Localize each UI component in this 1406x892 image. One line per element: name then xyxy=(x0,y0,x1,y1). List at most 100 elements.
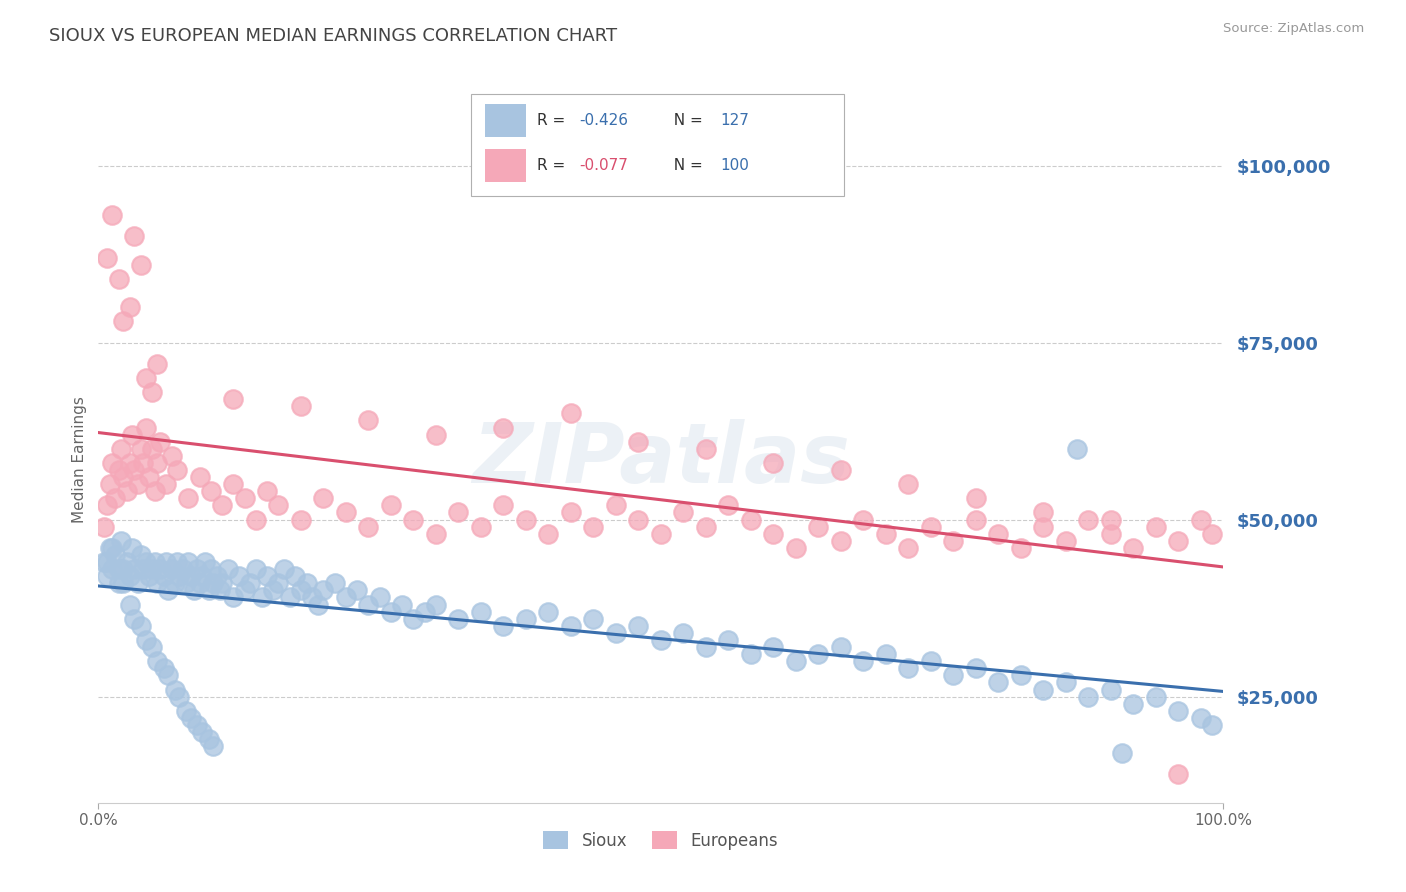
Point xyxy=(135,555,157,569)
Point xyxy=(852,512,875,526)
Point xyxy=(762,456,785,470)
Point xyxy=(222,591,245,605)
Point xyxy=(1201,526,1223,541)
Point xyxy=(717,499,740,513)
Point xyxy=(1077,512,1099,526)
Point xyxy=(121,541,143,555)
Point xyxy=(1122,697,1144,711)
Point xyxy=(138,470,160,484)
Point xyxy=(1066,442,1088,456)
Point xyxy=(177,555,200,569)
Point xyxy=(96,499,118,513)
Point xyxy=(250,591,273,605)
Point xyxy=(492,499,515,513)
Point xyxy=(987,526,1010,541)
Point xyxy=(191,725,214,739)
Point xyxy=(138,569,160,583)
Point xyxy=(101,208,124,222)
Point xyxy=(135,420,157,434)
Point xyxy=(582,612,605,626)
Point xyxy=(127,477,149,491)
Point xyxy=(233,491,256,506)
Point xyxy=(149,562,172,576)
Point xyxy=(112,562,135,576)
Point xyxy=(560,406,582,420)
Point xyxy=(965,491,987,506)
Point xyxy=(875,526,897,541)
Point xyxy=(1111,746,1133,760)
Point xyxy=(217,562,239,576)
Point xyxy=(560,506,582,520)
Point xyxy=(129,442,152,456)
Text: SIOUX VS EUROPEAN MEDIAN EARNINGS CORRELATION CHART: SIOUX VS EUROPEAN MEDIAN EARNINGS CORREL… xyxy=(49,27,617,45)
Point xyxy=(413,605,436,619)
Point xyxy=(740,647,762,661)
Point xyxy=(152,661,174,675)
Point xyxy=(942,668,965,682)
Point xyxy=(425,598,447,612)
Point xyxy=(112,314,135,328)
Point xyxy=(124,612,146,626)
Point xyxy=(166,463,188,477)
Point xyxy=(239,576,262,591)
Point xyxy=(211,499,233,513)
Point xyxy=(380,605,402,619)
Point xyxy=(118,456,141,470)
Text: Source: ZipAtlas.com: Source: ZipAtlas.com xyxy=(1223,22,1364,36)
Point xyxy=(191,569,214,583)
Point xyxy=(447,506,470,520)
Point xyxy=(129,258,152,272)
Point xyxy=(124,463,146,477)
Point xyxy=(515,612,537,626)
Text: ZIPatlas: ZIPatlas xyxy=(472,419,849,500)
Point xyxy=(98,477,121,491)
Point xyxy=(605,625,627,640)
Point xyxy=(146,456,169,470)
Point xyxy=(1032,506,1054,520)
Point xyxy=(1099,526,1122,541)
Point xyxy=(672,506,695,520)
Text: 127: 127 xyxy=(720,113,749,128)
Point xyxy=(132,562,155,576)
Point xyxy=(96,251,118,265)
Point xyxy=(118,598,141,612)
Point xyxy=(107,576,129,591)
Point xyxy=(560,619,582,633)
Point xyxy=(470,605,492,619)
Point xyxy=(180,569,202,583)
Point xyxy=(1099,682,1122,697)
Point xyxy=(807,647,830,661)
Point xyxy=(163,682,186,697)
Point xyxy=(155,555,177,569)
Point xyxy=(124,229,146,244)
Point xyxy=(290,583,312,598)
Point xyxy=(1054,675,1077,690)
Point xyxy=(143,484,166,499)
Point xyxy=(118,569,141,583)
Point xyxy=(110,533,132,548)
Point xyxy=(127,576,149,591)
Point xyxy=(188,470,211,484)
Point xyxy=(132,456,155,470)
Point xyxy=(323,576,346,591)
Point xyxy=(368,591,391,605)
Point xyxy=(1144,519,1167,533)
Y-axis label: Median Earnings: Median Earnings xyxy=(72,396,87,523)
Point xyxy=(146,576,169,591)
Point xyxy=(1032,519,1054,533)
Point xyxy=(391,598,413,612)
Point xyxy=(312,583,335,598)
Point xyxy=(197,583,219,598)
Point xyxy=(1201,718,1223,732)
Point xyxy=(627,434,650,449)
Point xyxy=(169,690,191,704)
Point xyxy=(256,484,278,499)
Point xyxy=(1032,682,1054,697)
Point xyxy=(107,272,129,286)
Point xyxy=(152,569,174,583)
Point xyxy=(96,555,118,569)
Point xyxy=(262,583,284,598)
Point xyxy=(200,484,222,499)
Point xyxy=(115,555,138,569)
Point xyxy=(284,569,307,583)
